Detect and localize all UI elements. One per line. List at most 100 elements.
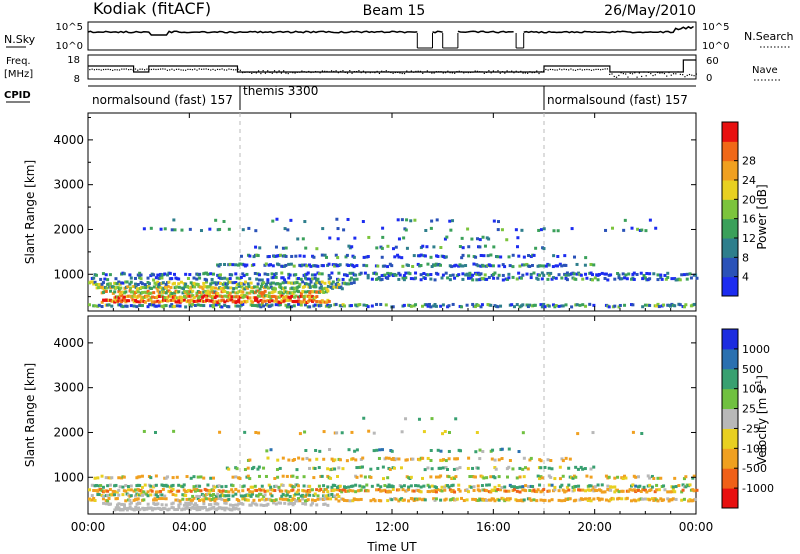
velocity-echo-point: [643, 488, 647, 492]
power-echo-point: [205, 278, 209, 282]
power-echo-point: [551, 265, 555, 269]
velocity-echo-point: [524, 484, 528, 488]
power-echo-point: [409, 277, 413, 281]
velocity-echo-point: [336, 493, 340, 497]
nave-point: [506, 70, 508, 72]
nave-point: [367, 71, 369, 73]
power-echo-point: [175, 285, 179, 289]
nave-point: [335, 70, 337, 72]
velocity-echo-point: [248, 477, 252, 481]
power-echo-point: [255, 296, 259, 300]
velocity-echo-point: [246, 488, 250, 492]
power-echo-point: [208, 285, 212, 289]
power-echo-point: [337, 283, 341, 287]
power-echo-point: [527, 254, 531, 258]
velocity-echo-point: [316, 497, 320, 501]
power-echo-point: [425, 245, 429, 249]
power-echo-point: [617, 273, 621, 277]
velocity-echo-point: [466, 490, 470, 494]
power-echo-point: [117, 290, 121, 294]
power-echo-point: [154, 304, 158, 308]
colorbar-swatch: [722, 238, 738, 258]
velocity-echo-point: [198, 498, 202, 502]
power-echo-point: [552, 254, 556, 258]
power-echo-point: [408, 272, 412, 276]
power-echo-point: [352, 278, 356, 282]
power-echo-point: [402, 278, 406, 282]
power-echo-point: [267, 254, 271, 258]
nave-point: [132, 69, 134, 71]
power-echo-point: [632, 277, 636, 281]
power-echo-point: [511, 265, 515, 269]
power-echo-point: [636, 227, 640, 231]
power-echo-point: [234, 286, 238, 290]
power-echo-point: [327, 262, 331, 266]
power-echo-point: [262, 281, 266, 285]
velocity-echo-point: [303, 430, 307, 434]
velocity-echo-point: [351, 484, 355, 488]
velocity-echo-point: [494, 467, 498, 471]
velocity-echo-point: [645, 490, 649, 494]
power-echo-point: [575, 262, 579, 266]
velocity-echo-point: [480, 484, 484, 488]
velocity-echo-point: [387, 456, 391, 460]
power-echo-point: [354, 273, 358, 277]
power-echo-point: [301, 300, 305, 304]
nave-point: [358, 70, 360, 72]
power-echo-point: [533, 303, 537, 307]
nave-point: [353, 71, 355, 73]
velocity-echo-point: [205, 488, 209, 492]
power-echo-point: [175, 300, 179, 304]
velocity-echo-point: [476, 466, 480, 470]
velocity-echo-point: [117, 493, 121, 497]
velocity-echo-point: [348, 488, 352, 492]
velocity-echo-point: [157, 497, 161, 501]
velocity-echo-point: [154, 483, 158, 487]
velocity-echo-point: [185, 503, 189, 507]
power-echo-point: [461, 253, 465, 257]
velocity-echo-point: [106, 484, 110, 488]
power-echo-point: [303, 220, 307, 224]
power-echo-point: [101, 281, 105, 285]
velocity-echo-point: [375, 448, 379, 452]
power-echo-point: [400, 256, 404, 260]
power-echo-point: [312, 255, 316, 259]
power-echo-point: [301, 237, 305, 241]
power-echo-point: [251, 303, 255, 307]
velocity-echo-point: [217, 496, 221, 500]
power-echo-point: [461, 272, 465, 276]
power-echo-point: [386, 244, 390, 248]
velocity-echo-point: [241, 502, 245, 506]
power-echo-point: [308, 305, 312, 309]
power-echo-point: [482, 264, 486, 268]
power-echo-point: [129, 286, 133, 290]
velocity-echo-point: [522, 475, 526, 479]
power-echo-point: [255, 285, 259, 289]
freq-unit: [MHz]: [4, 69, 33, 80]
power-echo-point: [485, 277, 489, 281]
nave-point: [283, 70, 285, 72]
power-echo-point: [370, 277, 374, 281]
velocity-echo-point: [549, 459, 553, 463]
velocity-echo-point: [248, 458, 252, 462]
power-echo-point: [196, 303, 200, 307]
velocity-echo-point: [543, 498, 547, 502]
power-echo-point: [313, 276, 317, 280]
velocity-echo-point: [129, 488, 133, 492]
power-echo-point: [199, 303, 203, 307]
power-echo-point: [117, 296, 121, 300]
velocity-echo-point: [316, 494, 320, 498]
velocity-echo-point: [220, 497, 224, 501]
power-echo-point: [289, 262, 293, 266]
nave-point: [118, 69, 121, 71]
nave-point: [428, 71, 431, 73]
colorbar-swatch: [722, 276, 738, 297]
velocity-echo-point: [407, 499, 411, 503]
power-echo-point: [453, 276, 457, 280]
velocity-echo-point: [485, 498, 489, 502]
power-echo-point: [241, 228, 245, 232]
velocity-echo-point: [287, 458, 291, 462]
velocity-echo-point: [652, 477, 656, 481]
velocity-echo-point: [354, 490, 358, 494]
